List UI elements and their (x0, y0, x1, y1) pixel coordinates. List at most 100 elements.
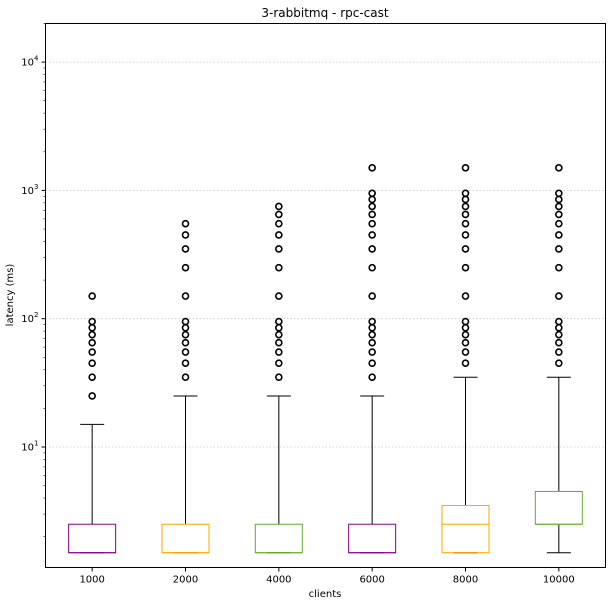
outlier-point (368, 195, 376, 204)
outlier-point (555, 189, 563, 198)
box-rect (68, 523, 117, 554)
outlier-point (275, 210, 283, 219)
outlier-point (555, 195, 563, 204)
outlier-point (368, 330, 376, 339)
x-tick-label: 8000 (453, 575, 478, 586)
outlier-point (461, 219, 470, 228)
outlier-point (461, 348, 470, 356)
y-tick-label: 101 (21, 439, 38, 453)
plot-area (45, 23, 606, 568)
outlier-point (368, 219, 376, 228)
box-rect (348, 523, 397, 554)
outlier-point (461, 189, 470, 198)
outlier-point (368, 164, 376, 172)
outlier-point (275, 373, 283, 381)
outlier-point (461, 263, 470, 272)
x-axis-label: clients (309, 589, 342, 600)
y-tick-label: 103 (21, 183, 38, 197)
outlier-point (555, 164, 563, 172)
outlier-point (368, 323, 376, 332)
outlier-point (368, 210, 376, 219)
x-tick-label: 1000 (79, 575, 104, 586)
outlier-point (181, 330, 190, 339)
outlier-point (461, 338, 470, 347)
box-rect (254, 523, 303, 554)
x-tick-label: 2000 (173, 575, 198, 586)
grid-layer (45, 61, 606, 448)
box-group (254, 202, 303, 554)
outlier-point (275, 359, 283, 367)
outlier-point (88, 359, 96, 367)
outlier-point (181, 292, 190, 300)
outlier-point (181, 348, 190, 356)
outlier-point (461, 231, 470, 239)
outlier-point (555, 292, 563, 300)
x-tick-label: 6000 (359, 575, 384, 586)
outlier-point (368, 189, 376, 198)
box-group (348, 164, 397, 554)
x-tick-label: 10000 (543, 575, 575, 586)
outlier-point (275, 202, 283, 211)
outlier-point (275, 219, 283, 228)
outlier-point (461, 359, 470, 367)
outlier-point (88, 317, 96, 326)
outlier-point (88, 330, 96, 339)
box-group (534, 164, 583, 554)
outlier-point (88, 323, 96, 332)
tick-layer: 101 102 103 104 1000 2000 4000 6000 8000 10000 (21, 23, 575, 586)
outlier-point (555, 219, 563, 228)
outlier-point (368, 231, 376, 239)
box-layer (68, 164, 583, 554)
outlier-point (461, 195, 470, 204)
outlier-point (275, 348, 283, 356)
box-rect (441, 504, 490, 554)
outlier-point (181, 219, 190, 228)
outlier-point (461, 245, 470, 253)
outlier-point (275, 245, 283, 253)
outlier-point (275, 263, 283, 272)
outlier-point (275, 330, 283, 339)
box-group (441, 164, 490, 554)
outlier-point (368, 263, 376, 272)
outlier-point (275, 292, 283, 300)
outlier-point (461, 164, 470, 172)
box-group (161, 219, 210, 554)
outlier-point (555, 231, 563, 239)
outlier-point (368, 373, 376, 381)
outlier-point (88, 348, 96, 356)
outlier-point (368, 202, 376, 211)
outlier-point (461, 317, 470, 326)
chart-title: 3-rabbitmq - rpc-cast (261, 6, 388, 20)
outlier-point (181, 245, 190, 253)
box-rect (161, 523, 210, 554)
box-rect (534, 490, 583, 525)
outlier-point (368, 317, 376, 326)
outlier-point (555, 263, 563, 272)
outlier-point (181, 317, 190, 326)
x-tick-label: 4000 (266, 575, 291, 586)
outlier-point (555, 202, 563, 211)
outlier-point (368, 338, 376, 347)
outlier-point (461, 292, 470, 300)
outlier-point (555, 330, 563, 339)
y-tick-label: 102 (21, 311, 38, 325)
outlier-point (368, 245, 376, 253)
outlier-point (461, 202, 470, 211)
outlier-point (461, 330, 470, 339)
outlier-point (181, 323, 190, 332)
outlier-point (275, 231, 283, 239)
outlier-point (368, 292, 376, 300)
outlier-point (181, 231, 190, 239)
outlier-point (368, 348, 376, 356)
outlier-point (275, 323, 283, 332)
outlier-point (88, 373, 96, 381)
outlier-point (181, 263, 190, 272)
outlier-point (461, 323, 470, 332)
outlier-point (555, 210, 563, 219)
outlier-point (181, 359, 190, 367)
outlier-point (88, 292, 96, 300)
outlier-point (275, 338, 283, 347)
outlier-point (555, 323, 563, 332)
outlier-point (555, 348, 563, 356)
